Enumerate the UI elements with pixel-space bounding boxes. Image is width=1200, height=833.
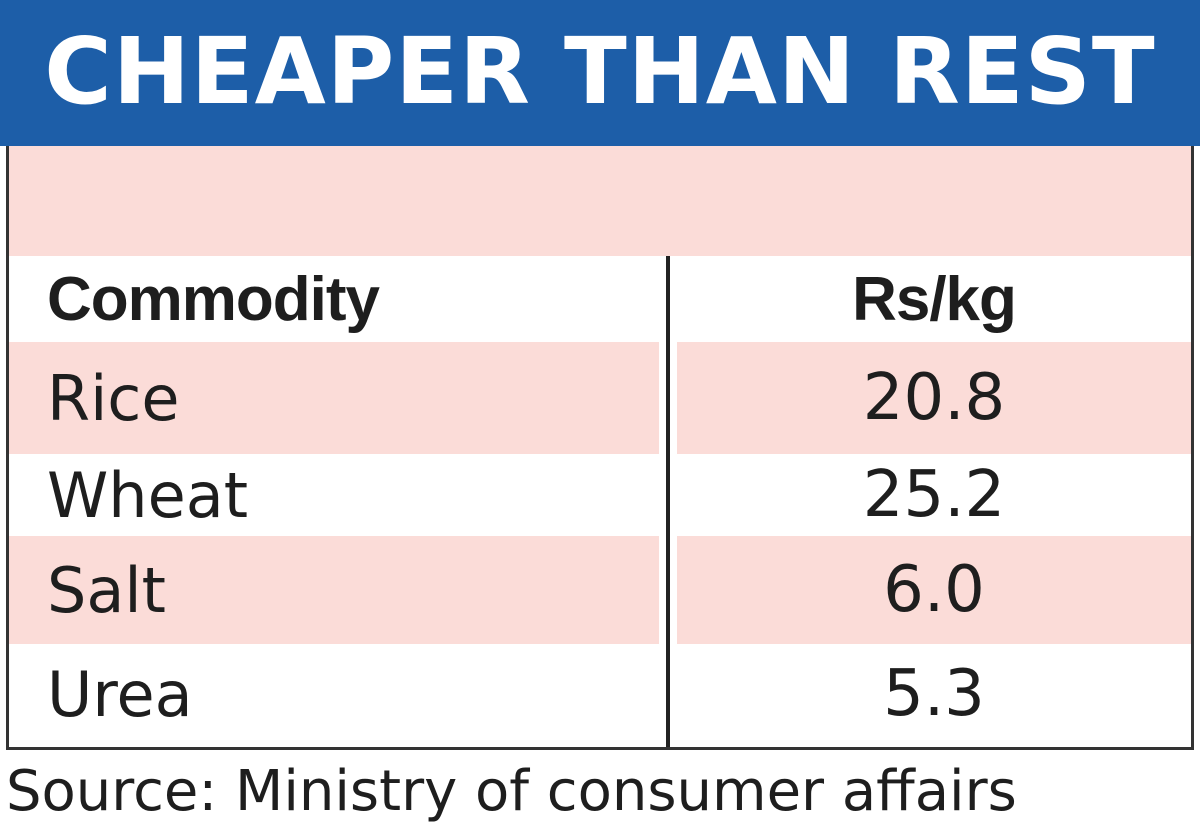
commodity-cell: Rice	[47, 361, 180, 435]
column-divider	[666, 256, 670, 747]
source-note: Source: Ministry of consumer affairs	[6, 759, 1017, 824]
table-row: Wheat 25.2	[9, 454, 1191, 536]
price-cell: 6.0	[883, 553, 985, 627]
commodity-cell: Salt	[47, 553, 166, 627]
table-frame	[6, 146, 1194, 750]
price-cell: 5.3	[883, 657, 985, 731]
table-row: Salt 6.0	[9, 536, 1191, 644]
table-row: Urea 5.3	[9, 644, 1191, 744]
chart-title: CHEAPER THAN REST	[44, 18, 1156, 125]
column-header-commodity: Commodity	[47, 264, 380, 334]
price-cell: 20.8	[862, 361, 1006, 435]
table-header-row: Commodity Rs/kg	[9, 256, 1191, 342]
column-header-price: Rs/kg	[852, 264, 1017, 334]
title-banner: CHEAPER THAN REST	[0, 0, 1200, 146]
table-row: Rice 20.8	[9, 342, 1191, 454]
commodity-cell: Urea	[47, 657, 193, 731]
commodity-cell: Wheat	[47, 458, 249, 532]
price-cell: 25.2	[862, 458, 1006, 532]
header-band	[9, 146, 1191, 256]
